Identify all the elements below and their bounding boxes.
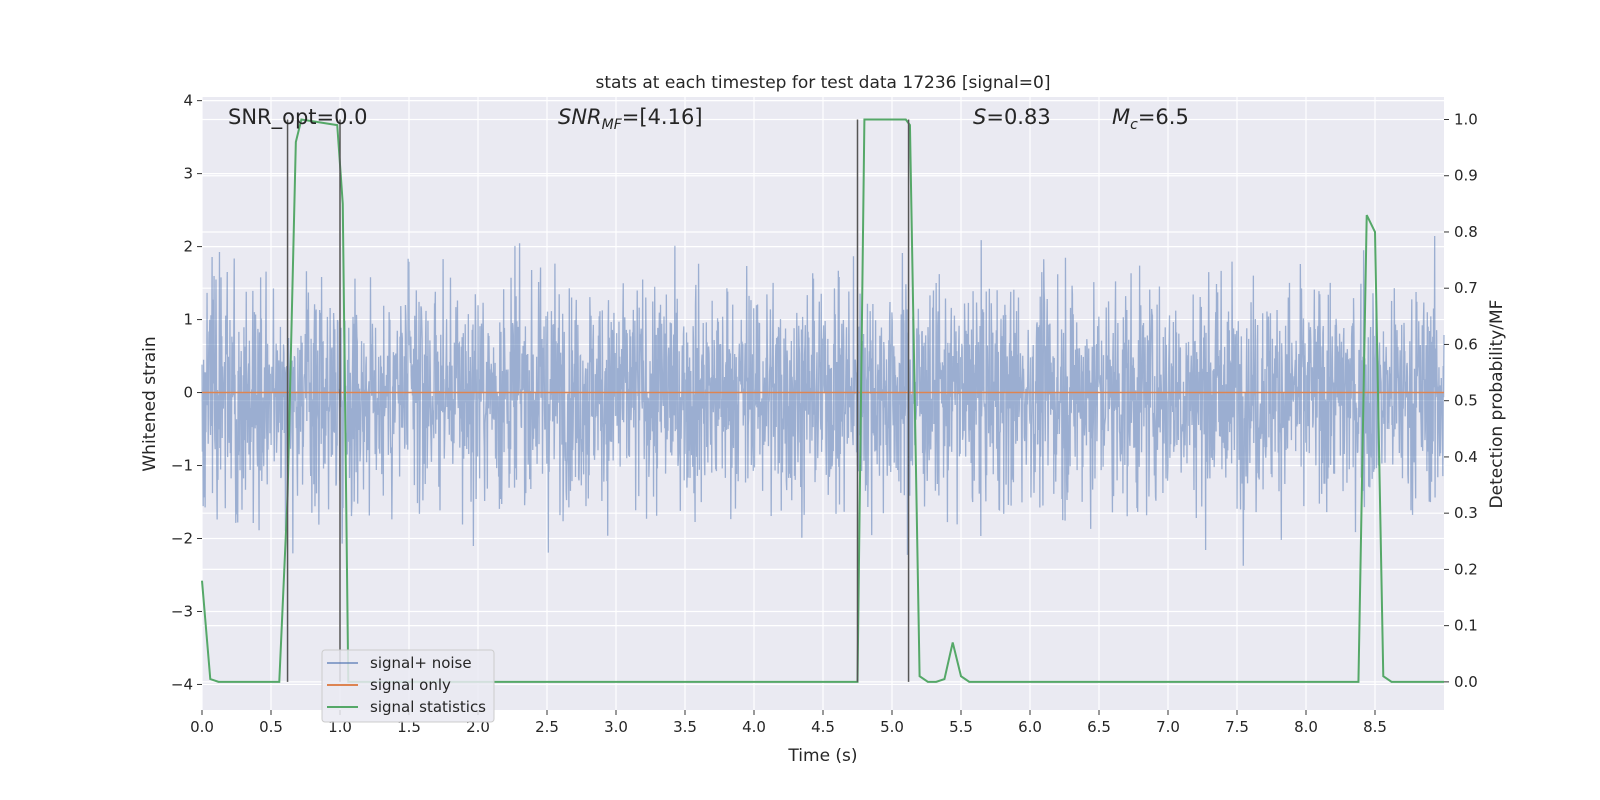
x-tick-label: 2.5 [535,718,559,736]
y-tick-label: −2 [171,530,193,548]
series-lines [201,118,1444,683]
legend-label-signal-only: signal only [370,676,451,694]
y2-axis-label: Detection probability/MF [1487,300,1507,509]
chart-title: stats at each timestep for test data 172… [596,73,1051,93]
y2-tick-label: 0.6 [1454,335,1478,353]
y2-tick-label: 0.2 [1454,560,1478,578]
annotation-s: S=0.83 [973,105,1051,129]
y2-tick-label: 0.8 [1454,223,1478,241]
y-tick-label: −3 [171,602,193,620]
signal-noise-line [201,235,1445,566]
x-tick-label: 7.5 [1225,718,1249,736]
x-tick-label: 3.5 [673,718,697,736]
y-tick-label: 4 [183,92,193,110]
y-tick-label: 2 [183,238,193,256]
x-tick-label: 3.0 [604,718,628,736]
y-tick-label: −4 [171,675,193,693]
x-tick-label: 5.0 [880,718,904,736]
y2-tick-label: 0.4 [1454,448,1478,466]
y-tick-label: 0 [183,384,193,402]
y-tick-label: 1 [183,311,193,329]
annotation-snr-mf: SNRMF=[4.16] [558,105,703,133]
y2-tick-label: 1.0 [1454,110,1478,128]
vertical-markers [286,119,910,682]
x-tick-label: 8.5 [1363,718,1387,736]
x-tick-label: 0.5 [259,718,283,736]
x-tick-label: 4.5 [811,718,835,736]
x-tick-label: 0.0 [190,718,214,736]
x-tick-label: 7.0 [1156,718,1180,736]
y-tick-label: −1 [171,457,193,475]
legend-label-signal-statistics: signal statistics [370,698,486,716]
legend-label-signal-noise: signal+ noise [370,654,472,672]
signal-statistics-line [201,118,1444,683]
x-axis-label: Time (s) [787,746,857,766]
x-tick-label: 6.5 [1087,718,1111,736]
y-tick-label: 3 [183,165,193,183]
annotation-mc: Mc=6.5 [1112,105,1189,133]
y2-tick-label: 0.7 [1454,279,1478,297]
x-tick-label: 6.0 [1018,718,1042,736]
y2-tick-label: 0.9 [1454,167,1478,185]
annotation-snr-opt: SNR_opt=0.0 [228,105,368,130]
y2-tick-label: 0.5 [1454,392,1478,410]
x-tick-label: 4.0 [742,718,766,736]
legend-box [321,649,495,723]
series-signal-noise [201,235,1445,566]
x-tick-label: 8.0 [1294,718,1318,736]
y-axis-label: Whitened strain [140,336,160,471]
y2-tick-label: 0.1 [1454,617,1478,635]
y2-tick-label: 0.0 [1454,673,1478,691]
legend: signal+ noise signal only signal statist… [321,649,495,723]
x-tick-label: 5.5 [949,718,973,736]
y2-tick-label: 0.3 [1454,504,1478,522]
